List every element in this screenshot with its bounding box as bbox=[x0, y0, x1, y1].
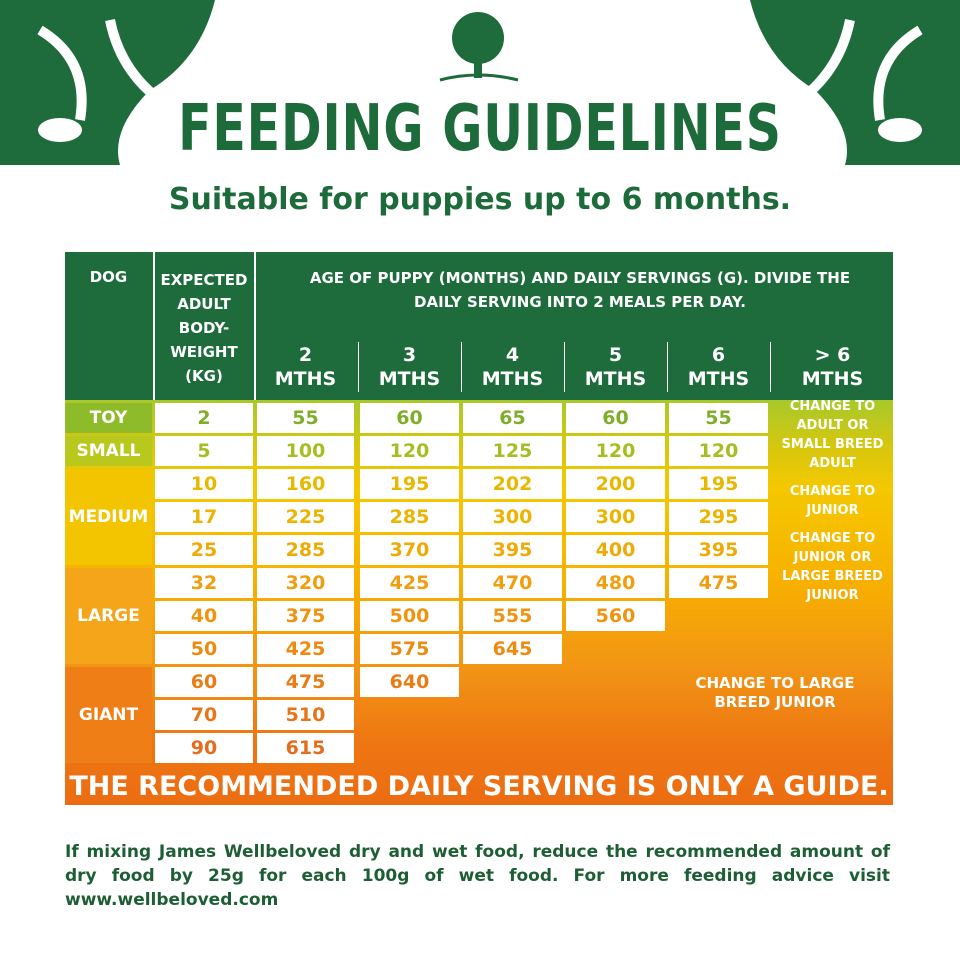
month-header: > 6 MTHS bbox=[801, 344, 864, 390]
serving-cell: 395 bbox=[463, 535, 562, 565]
weight-cell: 10 bbox=[155, 469, 253, 499]
serving-cell: 225 bbox=[257, 502, 354, 532]
serving-cell: 120 bbox=[669, 436, 768, 466]
serving-cell: 370 bbox=[360, 535, 459, 565]
weight-cell: 60 bbox=[155, 667, 253, 697]
serving-cell: 285 bbox=[360, 502, 459, 532]
age-header: AGE OF PUPPY (MONTHS) AND DAILY SERVINGS… bbox=[309, 269, 851, 311]
serving-cell: 475 bbox=[257, 667, 354, 697]
serving-cell: 645 bbox=[463, 634, 562, 664]
serving-cell: 195 bbox=[669, 469, 768, 499]
serving-cell: 125 bbox=[463, 436, 562, 466]
header-divider bbox=[254, 252, 256, 400]
size-label: GIANT bbox=[65, 667, 152, 763]
size-label: LARGE bbox=[65, 568, 152, 664]
weight-header: EXPECTED ADULT BODY-WEIGHT (KG) bbox=[160, 271, 248, 385]
weight-cell: 32 bbox=[155, 568, 253, 598]
weight-cell: 70 bbox=[155, 700, 253, 730]
header-divider bbox=[770, 342, 771, 392]
month-header: 3 MTHS bbox=[378, 344, 441, 390]
serving-cell: 60 bbox=[566, 403, 665, 433]
serving-cell: 160 bbox=[257, 469, 354, 499]
serving-cell: 120 bbox=[566, 436, 665, 466]
size-label: SMALL bbox=[65, 436, 152, 466]
serving-cell: 55 bbox=[669, 403, 768, 433]
serving-cell: 300 bbox=[566, 502, 665, 532]
serving-cell: 560 bbox=[566, 601, 665, 631]
serving-cell: 300 bbox=[463, 502, 562, 532]
header-divider bbox=[358, 342, 359, 392]
weight-cell: 40 bbox=[155, 601, 253, 631]
month-header: 2 MTHS bbox=[274, 344, 337, 390]
month-header: 4 MTHS bbox=[481, 344, 544, 390]
change-note: CHANGE TO JUNIOR OR LARGE BREED JUNIOR bbox=[782, 530, 883, 603]
banner: THE RECOMMENDED DAILY SERVING IS ONLY A … bbox=[69, 771, 889, 802]
footnote: If mixing James Wellbeloved dry and wet … bbox=[65, 842, 890, 910]
serving-cell: 375 bbox=[257, 601, 354, 631]
serving-cell: 195 bbox=[360, 469, 459, 499]
serving-cell: 320 bbox=[257, 568, 354, 598]
header-divider bbox=[153, 252, 155, 400]
size-label: TOY bbox=[65, 403, 152, 433]
serving-cell: 425 bbox=[360, 568, 459, 598]
table-header bbox=[65, 252, 893, 400]
serving-cell: 555 bbox=[463, 601, 562, 631]
title: FEEDING GUIDELINES bbox=[178, 92, 782, 166]
change-note: CHANGE TO LARGE BREED JUNIOR bbox=[695, 673, 855, 711]
serving-cell: 100 bbox=[257, 436, 354, 466]
serving-cell: 575 bbox=[360, 634, 459, 664]
subtitle: Suitable for puppies up to 6 months. bbox=[168, 182, 792, 217]
serving-cell: 285 bbox=[257, 535, 354, 565]
header-divider bbox=[564, 342, 565, 392]
serving-cell: 60 bbox=[360, 403, 459, 433]
size-label: MEDIUM bbox=[65, 469, 152, 565]
serving-cell: 470 bbox=[463, 568, 562, 598]
change-note: CHANGE TO JUNIOR bbox=[789, 483, 876, 518]
serving-cell: 425 bbox=[257, 634, 354, 664]
weight-cell: 50 bbox=[155, 634, 253, 664]
serving-cell: 500 bbox=[360, 601, 459, 631]
serving-cell: 200 bbox=[566, 469, 665, 499]
weight-cell: 5 bbox=[155, 436, 253, 466]
serving-cell: 615 bbox=[257, 733, 354, 763]
serving-cell: 400 bbox=[566, 535, 665, 565]
serving-cell: 395 bbox=[669, 535, 768, 565]
serving-cell: 55 bbox=[257, 403, 354, 433]
serving-cell: 65 bbox=[463, 403, 562, 433]
change-note: CHANGE TO ADULT OR SMALL BREED ADULT bbox=[781, 398, 884, 471]
serving-cell: 202 bbox=[463, 469, 562, 499]
serving-cell: 640 bbox=[360, 667, 459, 697]
serving-cell: 480 bbox=[566, 568, 665, 598]
header-divider bbox=[461, 342, 462, 392]
weight-cell: 25 bbox=[155, 535, 253, 565]
serving-cell: 475 bbox=[669, 568, 768, 598]
dog-header: DOG bbox=[89, 268, 128, 286]
weight-cell: 90 bbox=[155, 733, 253, 763]
header-divider bbox=[667, 342, 668, 392]
weight-cell: 2 bbox=[155, 403, 253, 433]
serving-cell: 510 bbox=[257, 700, 354, 730]
month-header: 5 MTHS bbox=[584, 344, 647, 390]
weight-cell: 17 bbox=[155, 502, 253, 532]
serving-cell: 295 bbox=[669, 502, 768, 532]
month-header: 6 MTHS bbox=[687, 344, 750, 390]
serving-cell: 120 bbox=[360, 436, 459, 466]
